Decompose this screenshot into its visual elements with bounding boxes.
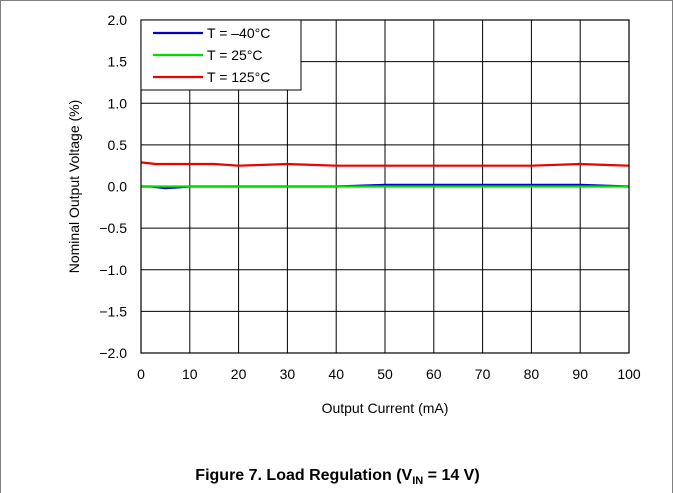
y-tick-label: 0.5 bbox=[108, 137, 128, 153]
legend-label-3: T = 125°C bbox=[207, 69, 270, 85]
caption-subscript: IN bbox=[412, 475, 424, 488]
x-tick-label: 80 bbox=[524, 366, 540, 382]
x-tick-label: 40 bbox=[328, 366, 344, 382]
x-axis-title: Output Current (mA) bbox=[322, 400, 449, 416]
x-tick-label: 50 bbox=[377, 366, 393, 382]
x-tick-label: 90 bbox=[572, 366, 588, 382]
x-tick-label: 20 bbox=[231, 366, 247, 382]
y-tick-label: 0.0 bbox=[108, 179, 128, 195]
x-tick-label: 0 bbox=[137, 366, 145, 382]
y-tick-label: −1.5 bbox=[99, 303, 127, 319]
y-tick-label: 2.0 bbox=[108, 12, 128, 28]
x-tick-label: 10 bbox=[182, 366, 198, 382]
x-tick-label: 30 bbox=[280, 366, 296, 382]
load-regulation-chart: T = –40°C T = 25°C T = 125°C 0 10 20 30 40 50 60 7… bbox=[66, 12, 641, 416]
y-tick-label: −1.0 bbox=[99, 262, 127, 278]
caption-prefix: Figure 7. Load Regulation (V bbox=[195, 467, 413, 484]
caption-suffix: = 14 V) bbox=[423, 467, 480, 484]
y-tick-label: 1.0 bbox=[108, 95, 128, 111]
x-tick-label: 70 bbox=[475, 366, 491, 382]
x-tick-label: 60 bbox=[426, 366, 442, 382]
series-line-3 bbox=[140, 161, 630, 167]
x-tick-label: 100 bbox=[617, 366, 641, 382]
legend-label-1: T = –40°C bbox=[207, 25, 270, 41]
y-tick-label: −2.0 bbox=[99, 345, 127, 361]
y-axis-title: Nominal Output Voltage (%) bbox=[66, 100, 82, 274]
legend-label-2: T = 25°C bbox=[207, 47, 263, 63]
figure-caption: Figure 7. Load Regulation (VIN = 14 V) bbox=[1, 467, 673, 487]
y-tick-label: −0.5 bbox=[99, 220, 127, 236]
y-tick-label: 1.5 bbox=[108, 54, 128, 70]
plot-frame bbox=[140, 19, 630, 354]
